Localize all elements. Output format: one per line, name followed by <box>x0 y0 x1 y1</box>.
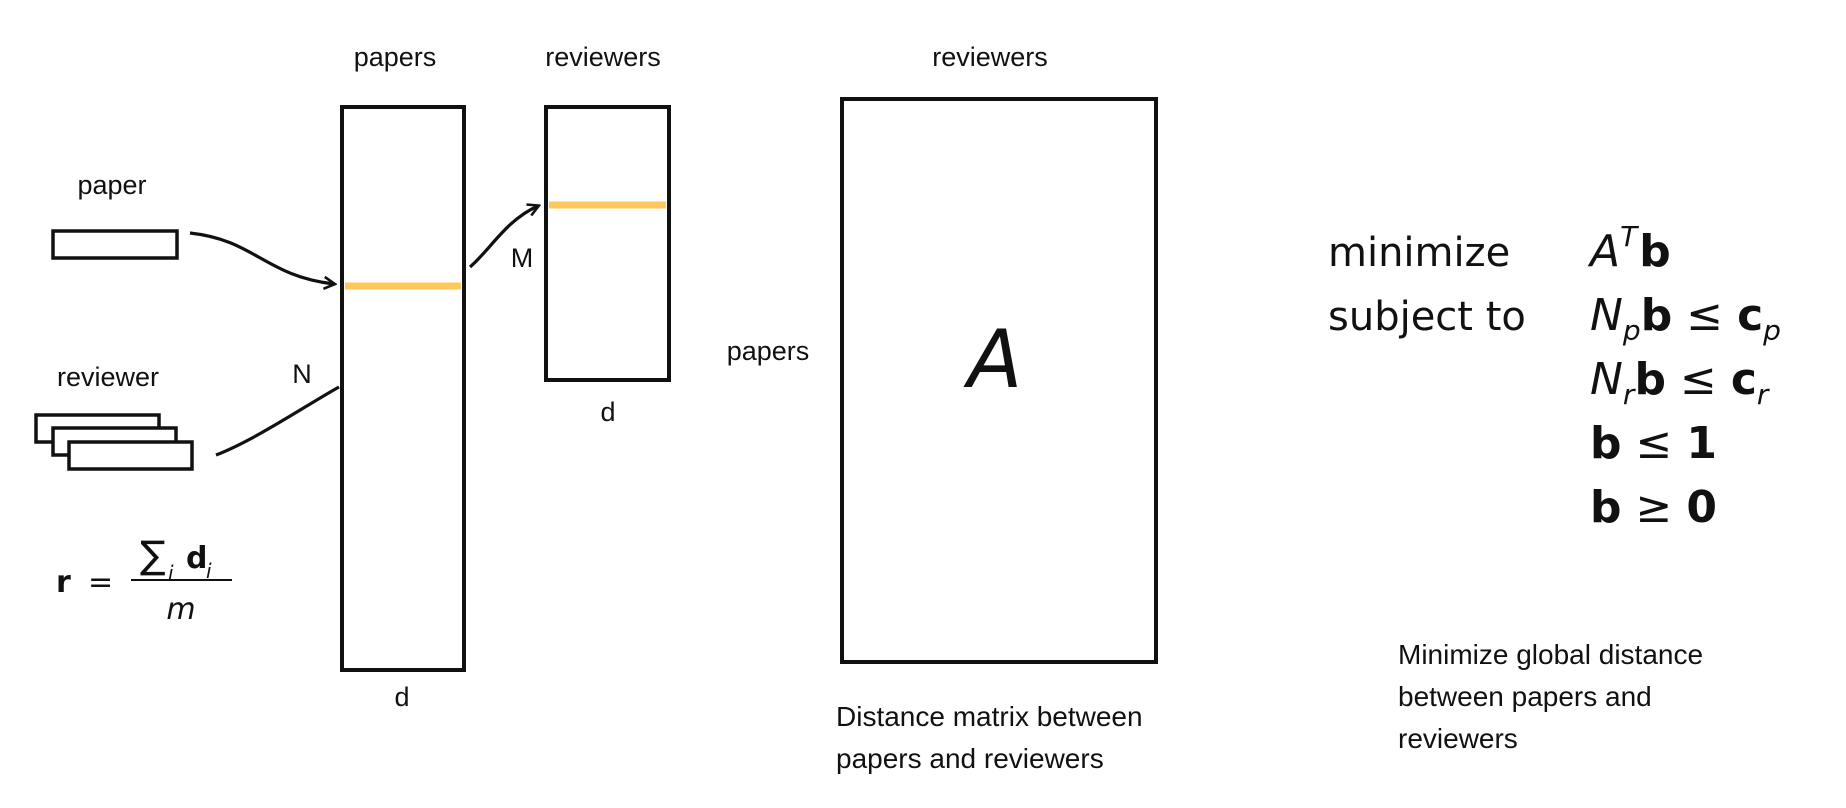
papers-dimension-label: d <box>394 682 409 712</box>
formula-sum-index: i <box>168 561 174 585</box>
subject-to-keyword: subject to <box>1328 294 1526 340</box>
paper-label: paper <box>77 170 146 200</box>
constraint-upper-bound: b ≤1 <box>1590 418 1717 469</box>
constraint-reviewers: Nrb ≤ cr <box>1590 354 1770 411</box>
reviewer-centroid-formula: r = ∑ i d i m <box>56 533 232 627</box>
formula-denominator: m <box>166 592 195 627</box>
objective-base: A <box>1587 226 1620 277</box>
distance-matrix-symbol: A <box>963 313 1023 406</box>
reviewers-dimension-label: d <box>600 397 615 427</box>
matrix-reviewers-label: reviewers <box>932 42 1048 72</box>
papers-embedding-matrix <box>340 105 466 672</box>
reviewers-embedding-matrix <box>544 105 671 382</box>
distance-matrix <box>840 97 1158 664</box>
caption-line: Minimize global distance <box>1398 639 1704 670</box>
papers-column-label: papers <box>354 42 437 72</box>
paper-shape <box>51 229 179 260</box>
constraint-papers: Npb ≤ cp <box>1590 290 1781 347</box>
distance-matrix-caption: Distance matrix between papers and revie… <box>836 696 1143 780</box>
reviewer-label: reviewer <box>57 362 159 392</box>
reviewers-column-label: reviewers <box>545 42 661 72</box>
objective-sup: T <box>1620 220 1639 253</box>
paper-to-matrix-arrow <box>189 231 334 284</box>
caption-line: between papers and <box>1398 681 1652 712</box>
caption-line: papers and reviewers <box>836 743 1104 774</box>
reviewer-connector-line <box>215 385 340 457</box>
caption-line: Distance matrix between <box>836 701 1143 732</box>
formula-numerator-sub: i <box>206 559 212 583</box>
caption-line: reviewers <box>1398 723 1518 754</box>
global-distance-caption: Minimize global distance between papers … <box>1398 634 1703 760</box>
objective-vec: b <box>1639 226 1671 277</box>
papers-count-label: N <box>292 359 312 389</box>
formula-lhs: r <box>56 565 71 600</box>
reviewer-stack-icon <box>34 413 194 471</box>
objective-expression: ATb <box>1587 220 1671 277</box>
formula-numerator-d: d <box>186 541 207 576</box>
constraint-lower-bound: b ≥0 <box>1590 482 1717 533</box>
reviewers-count-label: M <box>511 243 534 273</box>
matrix-papers-label: papers <box>727 336 810 366</box>
row-to-reviewers-arrow <box>468 206 538 269</box>
formula-equals: = <box>88 565 113 600</box>
formula-sum-symbol: ∑ <box>140 533 166 577</box>
minimize-keyword: minimize <box>1328 230 1510 276</box>
